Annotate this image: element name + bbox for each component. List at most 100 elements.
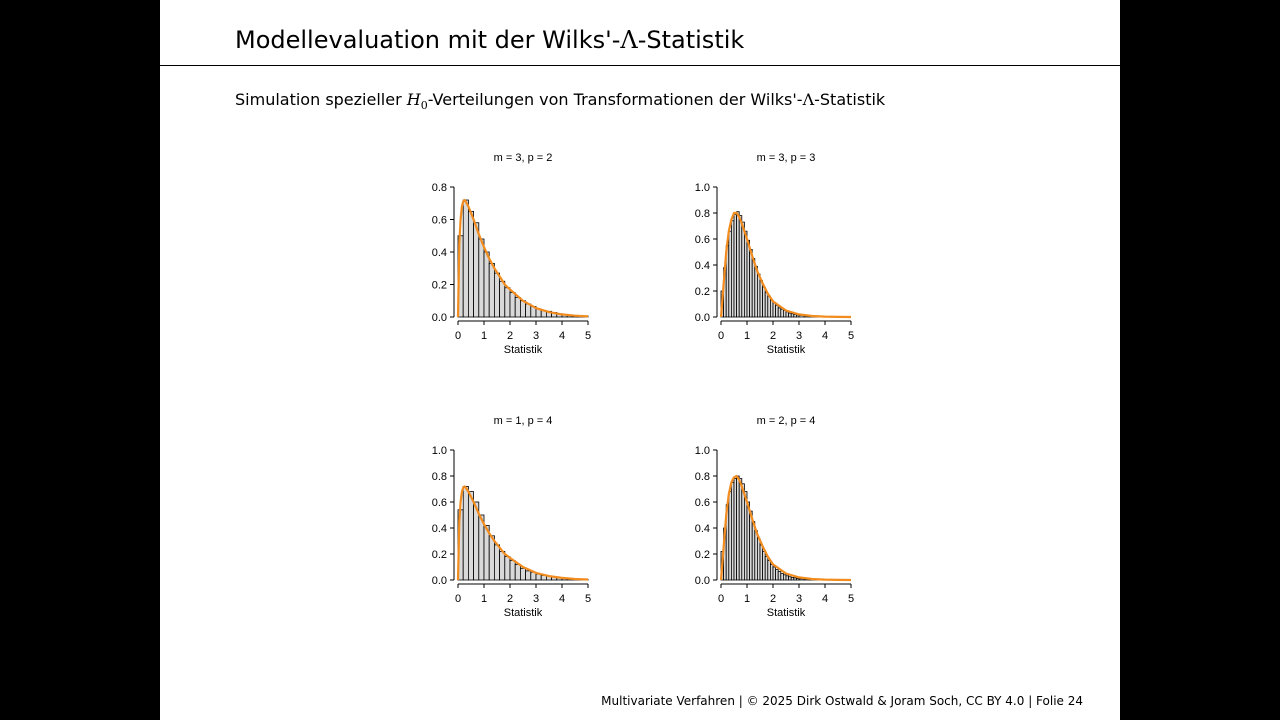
hypothesis-symbol: H	[406, 90, 421, 109]
lambda-symbol-subtitle: Λ	[802, 90, 815, 109]
histogram-bar	[493, 272, 500, 318]
subtitle-pre: Simulation spezieller	[235, 90, 407, 109]
x-tick-label: 5	[848, 330, 854, 342]
x-axis-label: Statistik	[767, 344, 806, 356]
x-tick-label: 1	[744, 330, 750, 342]
histogram-bar	[483, 251, 490, 318]
x-tick-label: 5	[585, 593, 591, 605]
x-tick-label: 4	[822, 330, 828, 342]
slide: Modellevaluation mit der Wilks'-Λ-Statis…	[160, 0, 1120, 720]
slide-title-prefix: Modellevaluation mit der Wilks'-	[235, 26, 621, 54]
subtitle-post: -Statistik	[814, 90, 886, 109]
chart-title: m = 3, p = 3	[757, 152, 816, 164]
chart-panel-3: m = 1, p = 4 0.0 0.2 0.4 0.6 0.8 1.0 0 1 2 3 4 5 Stat…	[432, 415, 591, 619]
histogram-bar	[509, 292, 516, 318]
slide-title-suffix: -Statistik	[637, 26, 745, 54]
y-tick-label: 0.6	[432, 497, 447, 509]
chart-panel-2: m = 3, p = 3 0.0 0.2 0.4 0.6 0.8 1.0 0 1 2 3 4 5 Stat…	[695, 152, 854, 356]
y-tick-label: 1.0	[432, 445, 447, 457]
x-axis-label: Statistik	[504, 344, 543, 356]
y-tick-label: 0.4	[695, 523, 710, 535]
x-tick-label: 1	[481, 593, 487, 605]
histogram-bar	[478, 238, 485, 318]
lambda-symbol: Λ	[620, 26, 638, 54]
y-tick-label: 0.6	[695, 497, 710, 509]
density-curve	[719, 474, 852, 582]
x-tick-label: 4	[559, 593, 565, 605]
x-tick-label: 2	[507, 330, 513, 342]
y-tick-label: 0.0	[432, 575, 447, 587]
x-tick-label: 0	[455, 330, 461, 342]
y-tick-label: 0.0	[695, 312, 710, 324]
y-tick-label: 0.0	[432, 312, 447, 324]
histogram-bar	[514, 564, 521, 581]
y-tick-label: 0.8	[432, 182, 447, 194]
y-tick-label: 0.8	[695, 471, 710, 483]
histogram-bar	[467, 491, 474, 581]
x-tick-label: 1	[744, 593, 750, 605]
x-tick-label: 2	[770, 593, 776, 605]
histogram-bar	[488, 262, 495, 318]
y-tick-label: 0.4	[432, 247, 447, 259]
y-tick-label: 0.0	[695, 575, 710, 587]
chart-title: m = 2, p = 4	[757, 415, 816, 427]
x-axis-label: Statistik	[767, 607, 806, 619]
y-tick-label: 0.2	[432, 549, 447, 561]
y-tick-label: 1.0	[695, 182, 710, 194]
subtitle-mid: -Verteilungen von Transformationen der W…	[427, 90, 803, 109]
histogram-bar	[499, 280, 506, 318]
density-curve	[719, 211, 852, 319]
x-tick-label: 2	[507, 593, 513, 605]
x-tick-label: 0	[718, 593, 724, 605]
histogram-bar	[509, 560, 516, 581]
y-tick-label: 0.2	[695, 549, 710, 561]
histogram-bar	[473, 222, 480, 318]
x-tick-label: 4	[559, 330, 565, 342]
x-tick-label: 5	[585, 330, 591, 342]
histogram-bar	[467, 210, 474, 318]
x-tick-label: 3	[533, 593, 539, 605]
x-tick-label: 3	[533, 330, 539, 342]
histogram-bar	[525, 570, 532, 581]
x-tick-label: 0	[455, 593, 461, 605]
y-tick-label: 1.0	[695, 445, 710, 457]
density-curve	[456, 198, 589, 318]
y-tick-label: 0.8	[695, 208, 710, 220]
title-divider	[160, 65, 1120, 66]
x-tick-label: 3	[796, 593, 802, 605]
hypothesis-subscript: 0	[420, 99, 428, 113]
histogram-bar	[504, 287, 511, 318]
histogram-bar	[499, 551, 506, 581]
x-tick-label: 4	[822, 593, 828, 605]
chart-panel-4: m = 2, p = 4 0.0 0.2 0.4 0.6 0.8 1.0 0 1 2 3 4 5 Stat…	[695, 415, 854, 619]
y-tick-label: 0.4	[432, 523, 447, 535]
chart-grid: m = 3, p = 2 0.0 0.2 0.4 0.6 0.8 0 1 2 3 4 5 Statist…	[432, 152, 854, 619]
slide-subtitle: Simulation spezieller H0-Verteilungen vo…	[235, 90, 885, 112]
histogram-bar	[462, 199, 469, 318]
histogram-bar	[462, 485, 469, 581]
y-tick-label: 0.2	[695, 286, 710, 298]
x-tick-label: 0	[718, 330, 724, 342]
histogram-bar	[519, 567, 526, 581]
chart-title: m = 1, p = 4	[494, 415, 553, 427]
chart-title: m = 3, p = 2	[494, 152, 553, 164]
density-curve	[456, 485, 589, 581]
x-tick-label: 3	[796, 330, 802, 342]
x-tick-label: 5	[848, 593, 854, 605]
slide-title: Modellevaluation mit der Wilks'-Λ-Statis…	[235, 26, 744, 54]
x-axis-label: Statistik	[504, 607, 543, 619]
histogram-bar	[493, 544, 500, 581]
histogram-bar	[504, 556, 511, 581]
y-tick-label: 0.2	[432, 280, 447, 292]
histogram-bar	[519, 300, 526, 318]
y-tick-label: 0.8	[432, 471, 447, 483]
histogram-bar	[488, 535, 495, 581]
histogram-bar	[514, 297, 521, 318]
chart-panel-1: m = 3, p = 2 0.0 0.2 0.4 0.6 0.8 0 1 2 3 4 5 Statist…	[432, 152, 591, 356]
y-tick-label: 0.6	[432, 215, 447, 227]
x-tick-label: 2	[770, 330, 776, 342]
y-tick-label: 0.4	[695, 260, 710, 272]
slide-footer: Multivariate Verfahren | © 2025 Dirk Ost…	[601, 694, 1083, 708]
x-tick-label: 1	[481, 330, 487, 342]
y-tick-label: 0.6	[695, 234, 710, 246]
